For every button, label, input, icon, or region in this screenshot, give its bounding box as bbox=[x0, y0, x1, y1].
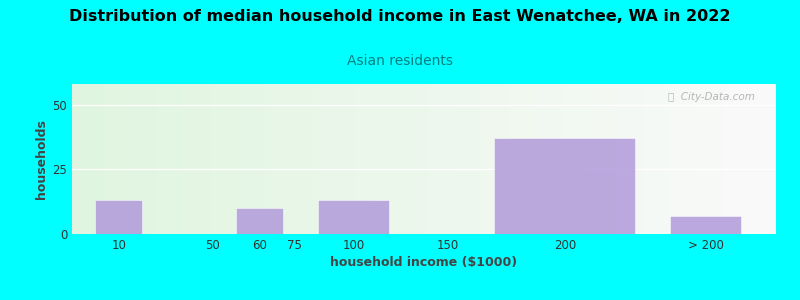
Bar bbox=[236, 208, 283, 234]
Bar bbox=[494, 138, 635, 234]
X-axis label: household income ($1000): household income ($1000) bbox=[330, 256, 518, 269]
Y-axis label: households: households bbox=[35, 119, 48, 199]
Bar bbox=[318, 200, 389, 234]
Bar bbox=[95, 200, 142, 234]
Text: ⓘ  City-Data.com: ⓘ City-Data.com bbox=[668, 92, 755, 101]
Text: Distribution of median household income in East Wenatchee, WA in 2022: Distribution of median household income … bbox=[70, 9, 730, 24]
Text: Asian residents: Asian residents bbox=[347, 54, 453, 68]
Bar bbox=[670, 216, 741, 234]
